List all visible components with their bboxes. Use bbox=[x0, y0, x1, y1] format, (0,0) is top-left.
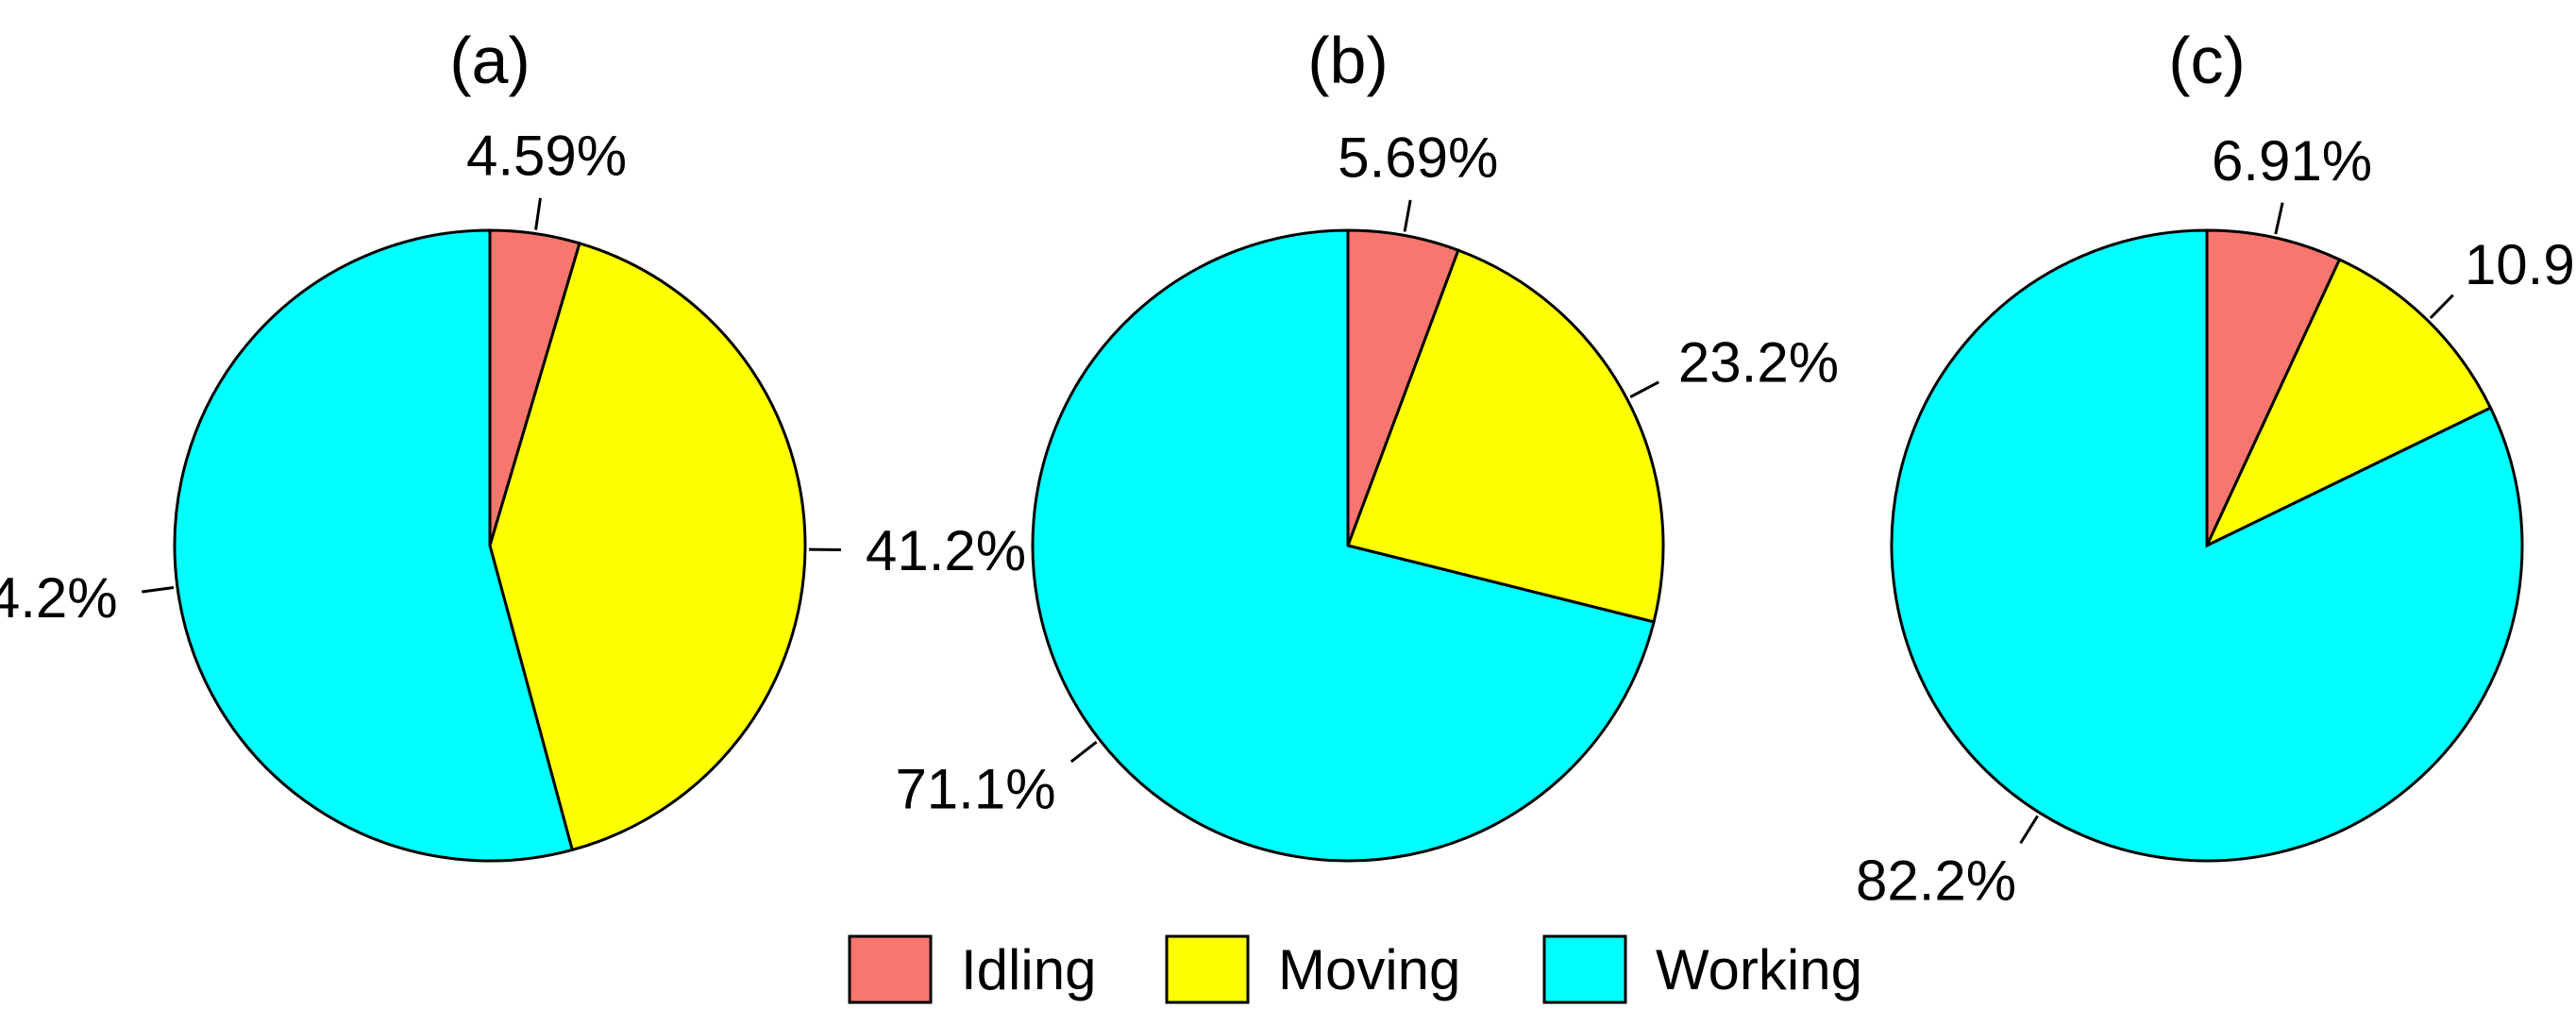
legend-label-idling: Idling bbox=[961, 938, 1096, 1001]
slice-leader-line bbox=[2431, 295, 2453, 318]
slice-leader-line bbox=[142, 588, 174, 592]
legend-label-working: Working bbox=[1656, 938, 1862, 1001]
slice-label-moving: 23.2% bbox=[1678, 330, 1839, 394]
panel-title: (a) bbox=[449, 24, 530, 97]
slice-leader-line bbox=[1630, 382, 1658, 397]
pie-panel-a: (a) 4.59% 41.2% 54.2% bbox=[0, 24, 1026, 861]
legend: Idling Moving Working bbox=[850, 936, 1862, 1002]
slice-label-idling: 4.59% bbox=[466, 124, 627, 187]
slice-label-idling: 5.69% bbox=[1338, 126, 1498, 190]
slice-leader-line bbox=[1071, 742, 1097, 762]
slice-label-working: 71.1% bbox=[895, 757, 1055, 820]
slice-label-moving: 10.9% bbox=[2465, 233, 2576, 296]
panel-title: (c) bbox=[2168, 24, 2246, 97]
slice-leader-line bbox=[2276, 203, 2282, 234]
slice-label-working: 82.2% bbox=[1856, 849, 2016, 912]
slice-leader-line bbox=[2021, 816, 2038, 843]
slice-leader-line bbox=[1405, 200, 1410, 231]
legend-label-moving: Moving bbox=[1278, 938, 1460, 1001]
legend-swatch-idling bbox=[850, 936, 931, 1002]
slice-label-working: 54.2% bbox=[0, 566, 118, 630]
pie-panel-b: (b) 5.69% 23.2% 71.1% bbox=[895, 24, 1839, 861]
slice-leader-line bbox=[536, 198, 541, 230]
slice-label-idling: 6.91% bbox=[2212, 129, 2372, 193]
slice-label-moving: 41.2% bbox=[866, 519, 1026, 582]
legend-swatch-working bbox=[1544, 936, 1625, 1002]
panel-title: (b) bbox=[1307, 24, 1389, 97]
legend-swatch-moving bbox=[1167, 936, 1248, 1002]
pie-panel-c: (c) 6.91% 10.9% 82.2% bbox=[1856, 24, 2576, 912]
